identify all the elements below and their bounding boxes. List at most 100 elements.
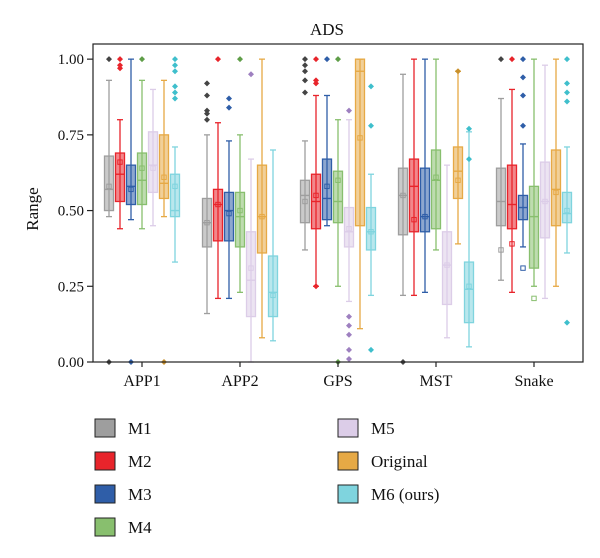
mean-marker [509, 241, 515, 247]
box-app1-original [158, 79, 170, 365]
box-gps-original [354, 58, 366, 330]
outlier-point [139, 56, 145, 63]
outlier-point [346, 346, 352, 353]
box-series-group [103, 56, 573, 365]
outlier-point [368, 122, 374, 129]
outlier-point [346, 331, 352, 338]
legend-label-m6-ours-: M6 (ours) [371, 485, 439, 504]
mean-marker [302, 198, 308, 205]
mean-marker [259, 213, 265, 220]
mean-marker [466, 283, 472, 289]
outlier-point [204, 92, 210, 99]
x-tick-label: GPS [323, 373, 352, 390]
box-snake-m5 [539, 64, 551, 300]
mean-marker [172, 183, 178, 190]
outlier-point [172, 68, 178, 75]
box-app2-original [256, 58, 268, 339]
outlier-point [313, 56, 319, 63]
box-iqr [463, 261, 475, 324]
mean-marker [226, 210, 232, 217]
mean-marker [324, 183, 330, 190]
mean-marker [498, 247, 504, 253]
box-app2-m4 [234, 56, 246, 293]
y-tick-label: 0.25 [58, 279, 84, 295]
mean-marker [117, 159, 123, 165]
box-mst-m2 [408, 58, 420, 297]
mean-marker [335, 177, 341, 183]
box-app1-m4 [136, 56, 148, 230]
box-mst-m3 [419, 58, 431, 293]
mean-marker [444, 262, 450, 268]
x-tick-label: MST [420, 373, 453, 390]
outlier-point [313, 80, 319, 87]
box-iqr [158, 134, 170, 200]
box-iqr [299, 179, 311, 224]
box-iqr [321, 158, 333, 221]
mean-marker [248, 265, 254, 271]
y-axis-label: Range [23, 187, 42, 230]
legend-swatch-m2 [94, 451, 116, 471]
mean-marker [139, 165, 145, 171]
box-iqr [343, 206, 355, 248]
outlier-point [520, 56, 526, 63]
box-gps-m2 [310, 56, 322, 290]
box-mst-original [452, 68, 464, 245]
box-gps-m6-ours- [365, 83, 377, 353]
outlier-point [172, 56, 178, 63]
outlier-point [313, 77, 319, 84]
box-iqr [256, 164, 268, 254]
outlier-point [204, 110, 210, 117]
box-snake-m3 [517, 56, 529, 271]
box-iqr [136, 152, 148, 206]
box-iqr [245, 231, 257, 318]
mean-marker [564, 207, 570, 214]
outlier-point [520, 74, 526, 81]
outlier-point [520, 92, 526, 99]
box-gps-m3 [321, 56, 333, 227]
mean-marker [150, 165, 156, 171]
y-tick-label: 0.00 [58, 355, 84, 371]
box-app1-m6-ours- [169, 56, 181, 263]
outlier-point [106, 56, 112, 63]
outlier-point [302, 56, 308, 63]
legend-swatch-m6-ours- [337, 484, 359, 504]
box-app2-m1 [201, 80, 213, 315]
box-iqr [234, 191, 246, 248]
box-iqr [528, 185, 540, 269]
y-tick-label: 1.00 [58, 52, 84, 68]
outlier-point [172, 62, 178, 69]
box-iqr [452, 146, 464, 200]
legend-swatch-m1 [94, 418, 116, 438]
outlier-point [302, 77, 308, 84]
box-gps-m4 [332, 56, 344, 365]
outlier-point [564, 56, 570, 63]
outlier-point [466, 156, 472, 163]
box-iqr [223, 191, 235, 242]
box-app1-m3 [125, 58, 137, 365]
outlier-point [466, 125, 472, 132]
box-iqr [539, 161, 551, 239]
legend-label-m2: M2 [128, 452, 152, 471]
box-iqr [561, 191, 573, 224]
outlier-point [226, 95, 232, 102]
box-snake-m1 [495, 56, 507, 281]
box-iqr [169, 173, 181, 218]
outlier-point [302, 89, 308, 96]
box-app2-m5 [245, 71, 257, 363]
legend-swatch-original [337, 451, 359, 471]
outlier-point [509, 56, 515, 63]
legend-label-m4: M4 [128, 518, 152, 537]
mean-marker [106, 183, 112, 190]
outlier-point [498, 56, 504, 63]
x-tick-label: APP2 [221, 373, 258, 390]
box-iqr [441, 231, 453, 306]
box-iqr [419, 167, 431, 233]
box-iqr [114, 152, 126, 203]
box-iqr [212, 188, 224, 242]
legend: M1 M2 M3 M4 M5 Original M6 (ours) [94, 418, 439, 537]
y-tick-label: 0.75 [58, 128, 84, 144]
axes: 0.00 0.25 0.50 0.75 1.00 APP1 APP2 GPS MST Snake [58, 43, 584, 390]
box-iqr [332, 170, 344, 224]
outlier-point [117, 56, 123, 63]
